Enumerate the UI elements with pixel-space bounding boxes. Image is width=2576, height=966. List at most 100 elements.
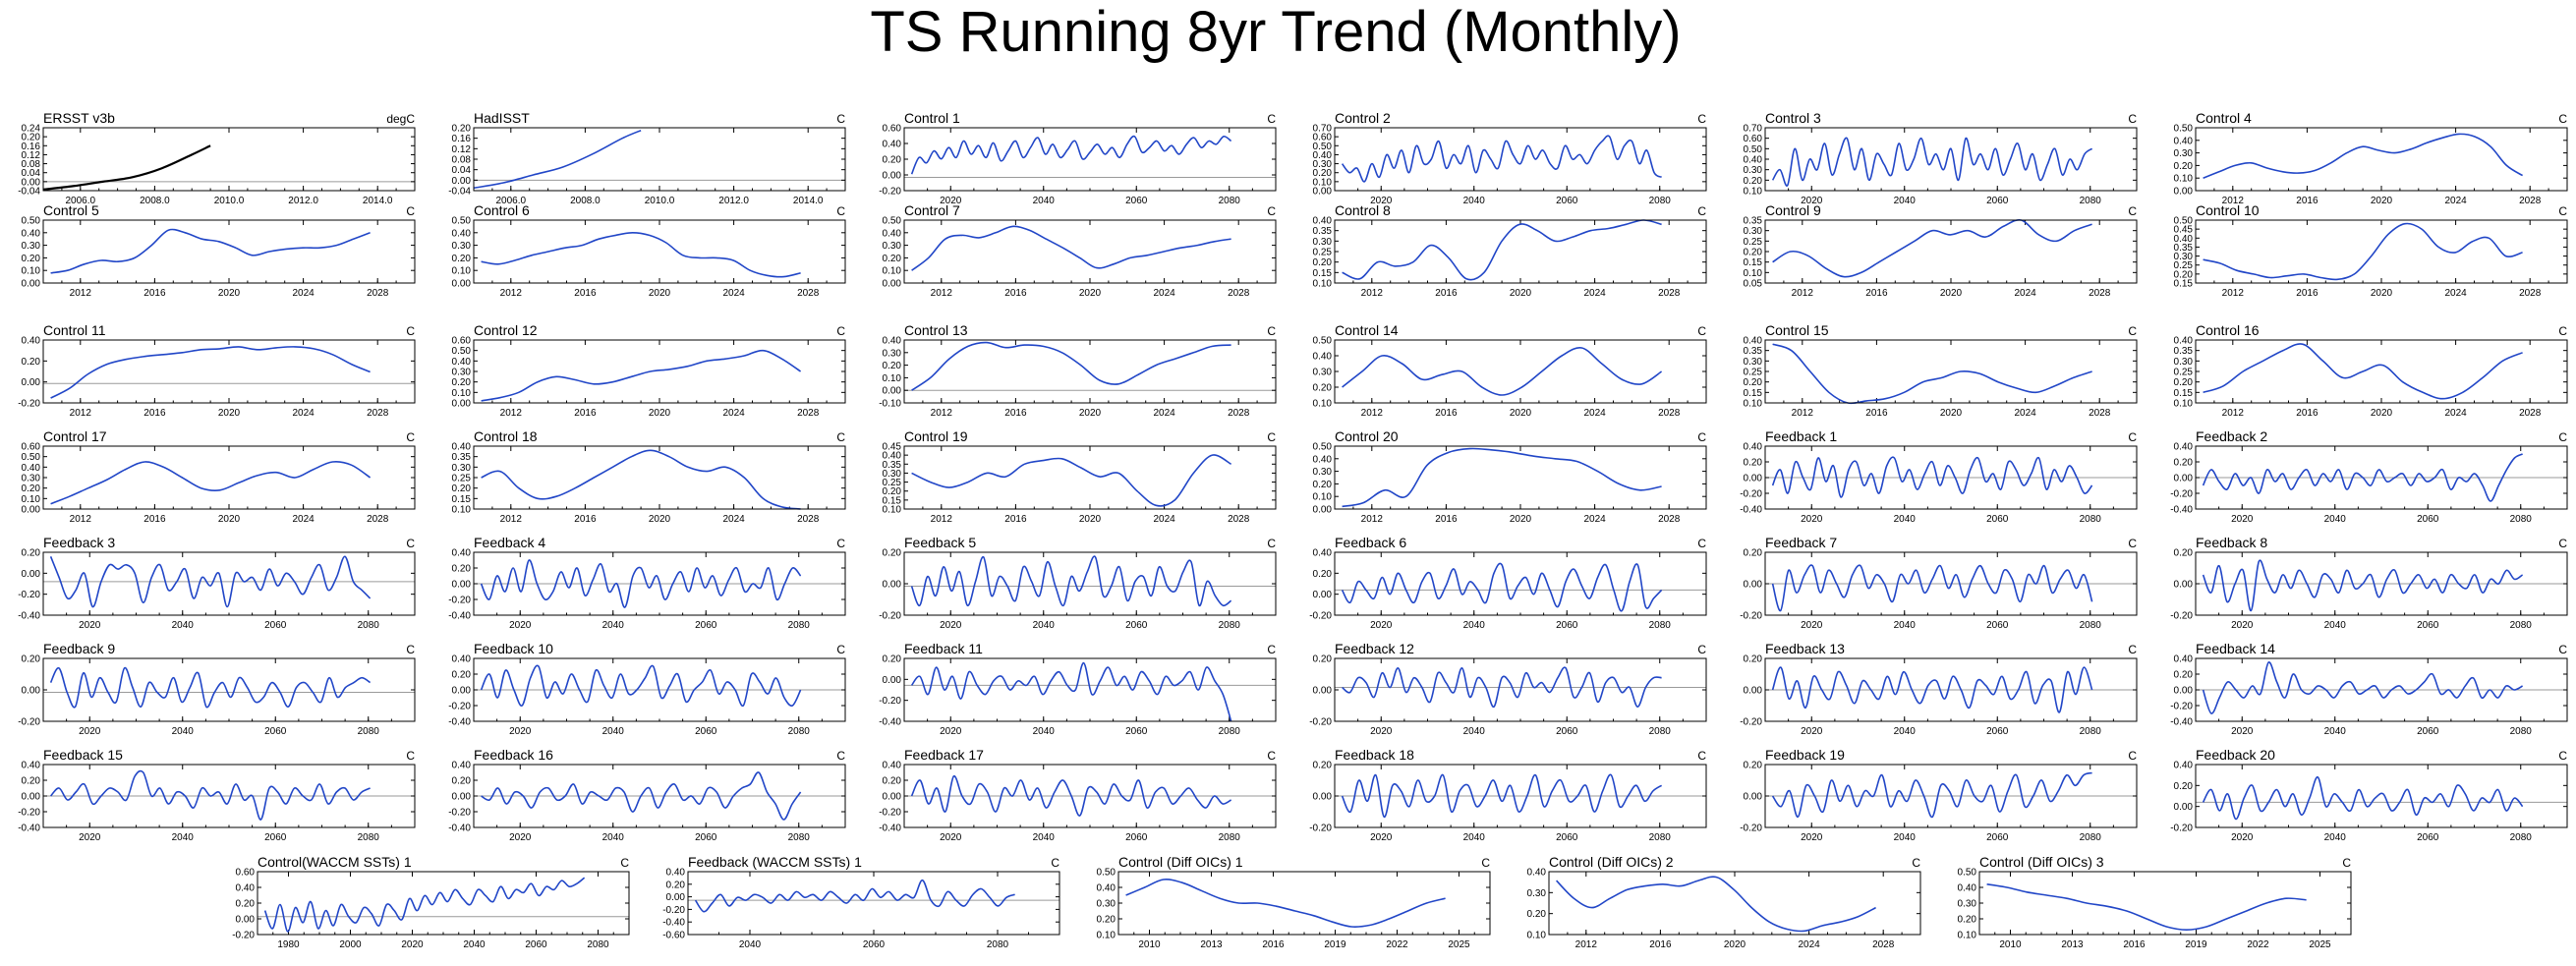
y-tick-label: 0.45	[2174, 225, 2194, 236]
x-tick-label: 2010.0	[645, 196, 675, 206]
panel-units: C	[406, 430, 415, 444]
panel-units: C	[2558, 324, 2567, 338]
y-tick-label: 0.20	[1313, 168, 1333, 179]
series-line	[910, 135, 1232, 175]
x-tick-label: 2016	[1865, 408, 1888, 419]
x-tick-label: 2080	[587, 939, 609, 950]
x-tick-label: 2020	[940, 196, 962, 206]
series-line	[2202, 775, 2524, 821]
y-tick-label: 0.35	[1313, 226, 1333, 237]
y-tick-label: 0.40	[22, 228, 41, 239]
y-tick-label: 0.20	[22, 254, 41, 264]
x-tick-label: 2060	[863, 939, 886, 950]
x-tick-label: 2060	[2417, 620, 2439, 631]
x-tick-label: 2020	[218, 408, 241, 419]
y-tick-label: 0.00	[2174, 686, 2194, 697]
x-tick-label: 2019	[1324, 939, 1346, 950]
series-line	[911, 225, 1231, 271]
chart-panel: Feedback 20 C 0.40 0.20 0.00 -0.20 2020 2040 206…	[2170, 747, 2568, 843]
x-tick-label: 2020	[1079, 514, 1102, 525]
x-tick-label: 2024	[1583, 288, 1606, 299]
chart-panel: Control 15 C 0.400.350.300.250.200.150.10 2…	[1744, 322, 2138, 419]
chart-panel: Control 9 C 0.350.300.250.200.150.100.05 20…	[1744, 202, 2138, 299]
y-tick-label: 0.40	[2174, 761, 2194, 771]
y-tick-label: 0.50	[1958, 868, 1977, 879]
panel-units: C	[1267, 112, 1276, 126]
y-tick-label: 0.40	[452, 548, 472, 559]
plot-frame	[42, 445, 416, 510]
x-tick-label: 2040	[1463, 726, 1486, 737]
chart-panel: Feedback 10 C 0.40 0.20 0.00 -0.20 -0.40 2020 20…	[448, 641, 846, 737]
x-tick-label: 2020	[509, 726, 532, 737]
y-tick-label: 0.40	[452, 654, 472, 665]
x-tick-label: 2012	[1792, 408, 1814, 419]
y-tick-label: 0.00	[452, 399, 472, 410]
y-tick-label: -0.20	[1309, 824, 1332, 834]
y-tick-label: 0.20	[2174, 269, 2194, 280]
y-tick-label: 0.30	[1744, 357, 1763, 368]
series-line	[480, 559, 802, 608]
series-line	[911, 341, 1231, 391]
y-tick-label: 0.60	[22, 442, 41, 453]
y-tick-label: -0.20	[879, 808, 901, 819]
panel-units: C	[1697, 749, 1706, 763]
x-tick-label: 2080	[358, 726, 380, 737]
chart-panel: Feedback 19 C 0.20 0.00 -0.20 2020 2040 2060 208…	[1740, 747, 2138, 843]
x-tick-label: 2080	[1219, 196, 1241, 206]
x-tick-label: 2020	[940, 726, 962, 737]
y-tick-label: 0.00	[452, 580, 472, 591]
x-tick-label: 2028	[2519, 196, 2542, 206]
panel-title: Feedback 12	[1335, 641, 1414, 656]
y-tick-label: 0.40	[883, 336, 902, 347]
panel-title: Control 11	[43, 322, 106, 338]
plot-frame	[2195, 551, 2568, 616]
series-line	[2203, 343, 2523, 400]
x-tick-label: 2080	[2080, 832, 2102, 843]
y-tick-label: 0.20	[883, 486, 902, 497]
panel-title: Feedback 19	[1765, 747, 1845, 763]
y-tick-label: 0.30	[2174, 357, 2194, 368]
panel-units: C	[1267, 324, 1276, 338]
x-tick-label: 2020	[1370, 620, 1393, 631]
y-tick-label: -0.20	[18, 717, 40, 728]
y-tick-label: 0.40	[236, 883, 256, 894]
chart-panel: Control 6 C 0.500.40 0.30 0.20 0.10 0.00 2012 20…	[452, 202, 846, 299]
x-tick-label: 2016	[143, 408, 166, 419]
y-tick-label: 0.40	[1313, 150, 1333, 161]
panel-title: Control (Diff OICs) 1	[1118, 854, 1243, 870]
x-tick-label: 2024	[722, 408, 745, 419]
x-tick-label: 2024	[2444, 196, 2467, 206]
chart-panel: Control 10 C 0.500.450.400.350.300.250.200…	[2174, 202, 2568, 299]
x-tick-label: 2040	[1894, 832, 1917, 843]
panel-units: C	[2558, 430, 2567, 444]
y-tick-label: 0.50	[22, 452, 41, 463]
series-line	[481, 231, 801, 278]
y-tick-label: 0.40	[2174, 136, 2194, 146]
panel-title: Feedback 5	[904, 535, 976, 550]
y-tick-label: 0.20	[1744, 654, 1763, 665]
y-tick-label: 0.70	[1313, 124, 1333, 135]
panel-title: Control 15	[1765, 322, 1829, 338]
y-tick-label: 0.10	[883, 373, 902, 384]
y-tick-label: 0.20	[2174, 781, 2194, 792]
x-tick-label: 2024	[2014, 408, 2036, 419]
series-line	[1342, 447, 1662, 508]
x-tick-label: 2014.0	[363, 196, 393, 206]
series-line	[263, 877, 586, 933]
panel-units: C	[1697, 204, 1706, 218]
x-tick-label: 2024	[292, 514, 315, 525]
y-tick-label: 0.20	[452, 564, 472, 575]
y-tick-label: 0.15	[883, 495, 902, 506]
panel-units: C	[1697, 324, 1706, 338]
chart-panel: Feedback 9 C 0.20 0.00 -0.20 2020 2040 2060 2080	[18, 641, 416, 737]
panel-title: Control (Diff OICs) 3	[1979, 854, 2104, 870]
y-tick-label: 0.10	[1958, 931, 1977, 941]
x-tick-label: 2020	[649, 408, 671, 419]
series-line	[910, 775, 1232, 817]
x-tick-label: 2020	[1510, 408, 1532, 419]
x-tick-label: 2080	[1219, 620, 1241, 631]
y-tick-label: 0.40	[452, 442, 472, 453]
x-tick-label: 2020	[509, 620, 532, 631]
y-tick-label: 0.20	[1744, 377, 1763, 388]
chart-panel: Control 2 C 0.700.600.500.400.300.200.100.…	[1313, 110, 1707, 206]
